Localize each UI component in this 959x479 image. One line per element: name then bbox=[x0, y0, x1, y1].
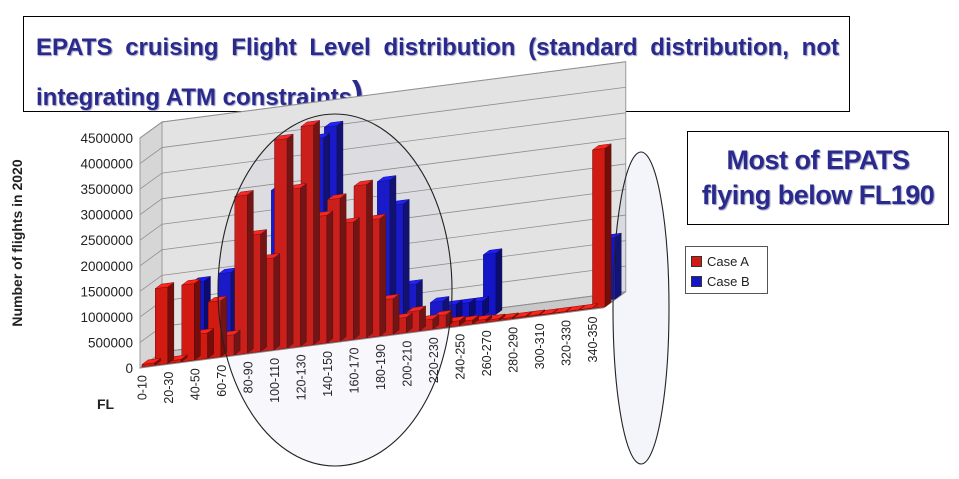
bar-top bbox=[207, 295, 228, 303]
chart-legend: Case A Case B bbox=[685, 246, 768, 294]
x-tick-label: 340-350 bbox=[586, 317, 600, 363]
x-tick-label: 0-10 bbox=[136, 375, 150, 400]
x-tick-label: 300-310 bbox=[533, 323, 547, 369]
bar-top bbox=[353, 179, 374, 187]
x-tick-label: 320-330 bbox=[560, 320, 574, 366]
gridline bbox=[139, 214, 626, 292]
bar-side bbox=[167, 281, 175, 365]
bar-case-a bbox=[167, 354, 188, 364]
bar-top bbox=[429, 296, 450, 303]
legend-label-case-a: Case A bbox=[707, 253, 749, 269]
bar-case-a bbox=[485, 313, 506, 323]
legend-item-case-b: Case B bbox=[691, 273, 750, 289]
legend-swatch-case-b bbox=[691, 275, 702, 287]
bar-top bbox=[376, 175, 397, 183]
title-closing-paren: ) bbox=[352, 75, 364, 113]
gridline bbox=[139, 189, 626, 267]
gridline bbox=[139, 86, 626, 164]
x-tick-label: 200-210 bbox=[401, 341, 415, 387]
bar-top bbox=[273, 133, 294, 141]
bar-case-a bbox=[180, 278, 202, 363]
y-tick-label: 0 bbox=[125, 361, 133, 376]
highlight-ellipse-low-fl bbox=[217, 113, 453, 467]
bar-top bbox=[300, 120, 321, 127]
x-tick-label: 160-170 bbox=[348, 348, 362, 394]
bar-side bbox=[604, 143, 612, 308]
callout-line-1: Most of EPATS bbox=[726, 145, 911, 175]
x-tick-label: 40-50 bbox=[189, 368, 203, 400]
x-tick-label: 140-150 bbox=[321, 351, 335, 397]
y-tick-label: 4500000 bbox=[80, 131, 133, 146]
chart-bars bbox=[141, 119, 623, 368]
bar-side bbox=[194, 278, 201, 361]
bar-top bbox=[323, 120, 344, 128]
bar-top bbox=[482, 248, 503, 256]
y-axis-label: Number of flights in 2020 bbox=[9, 159, 25, 326]
x-tick-label: 80-90 bbox=[242, 361, 256, 393]
bar-case-a bbox=[154, 281, 175, 366]
bar-case-a bbox=[551, 306, 573, 314]
bar-case-a bbox=[578, 303, 599, 311]
x-tick-label: 180-190 bbox=[374, 344, 388, 390]
y-tick-label: 500000 bbox=[88, 335, 133, 350]
bar-top bbox=[406, 305, 427, 313]
bar-top bbox=[326, 193, 347, 201]
bar-case-a bbox=[591, 143, 612, 309]
bar-side bbox=[495, 248, 503, 316]
y-tick-label: 3000000 bbox=[80, 208, 133, 223]
x-axis-label: FL bbox=[97, 396, 115, 412]
bar-front bbox=[592, 148, 606, 309]
gridline bbox=[139, 112, 626, 190]
y-tick-label: 1500000 bbox=[80, 284, 133, 299]
legend-item-case-a: Case A bbox=[691, 253, 749, 269]
y-tick-label: 2500000 bbox=[80, 233, 133, 248]
bar-case-a bbox=[141, 357, 162, 368]
highlight-ellipse-high-fl bbox=[612, 151, 670, 465]
y-tick-label: 1000000 bbox=[80, 310, 133, 325]
y-tick-label: 4000000 bbox=[80, 157, 133, 172]
x-tick-label: 20-30 bbox=[162, 372, 176, 404]
legend-label-case-b: Case B bbox=[707, 273, 750, 289]
x-tick-label: 240-250 bbox=[454, 334, 468, 380]
y-axis-ticks: 4500000 4000000 3500000 3000000 2500000 20000… bbox=[80, 131, 133, 376]
bar-top bbox=[233, 189, 255, 197]
legend-swatch-case-a bbox=[691, 255, 702, 267]
callout-box: Most of EPATS flying below FL190 bbox=[687, 131, 949, 225]
y-tick-label: 2000000 bbox=[80, 259, 133, 274]
callout-text: Most of EPATS flying below FL190 bbox=[688, 143, 948, 213]
y-tick-label: 3500000 bbox=[80, 182, 133, 197]
bar-top bbox=[141, 357, 162, 365]
bar-front bbox=[181, 283, 195, 363]
x-tick-label: 100-110 bbox=[268, 358, 282, 403]
bar-front bbox=[155, 286, 169, 366]
highlight-ellipses bbox=[217, 113, 670, 467]
x-tick-label: 280-290 bbox=[507, 327, 521, 373]
x-tick-label: 260-270 bbox=[480, 330, 494, 376]
x-tick-label: 60-70 bbox=[215, 365, 229, 397]
gridline bbox=[139, 137, 626, 215]
bar-top bbox=[180, 278, 202, 286]
bar-top bbox=[591, 143, 612, 151]
bar-side bbox=[207, 327, 214, 359]
x-tick-label: 220-230 bbox=[427, 337, 441, 383]
bar-case-a bbox=[233, 189, 255, 356]
x-axis-ticks: 0-10 20-30 40-50 60-70 80-90 100-110 120-130 14… bbox=[136, 317, 601, 404]
gridline bbox=[139, 163, 626, 241]
x-tick-label: 120-130 bbox=[295, 354, 309, 400]
gridline bbox=[139, 61, 626, 139]
callout-line-2: flying below FL190 bbox=[701, 180, 935, 210]
bar-top bbox=[154, 282, 175, 289]
